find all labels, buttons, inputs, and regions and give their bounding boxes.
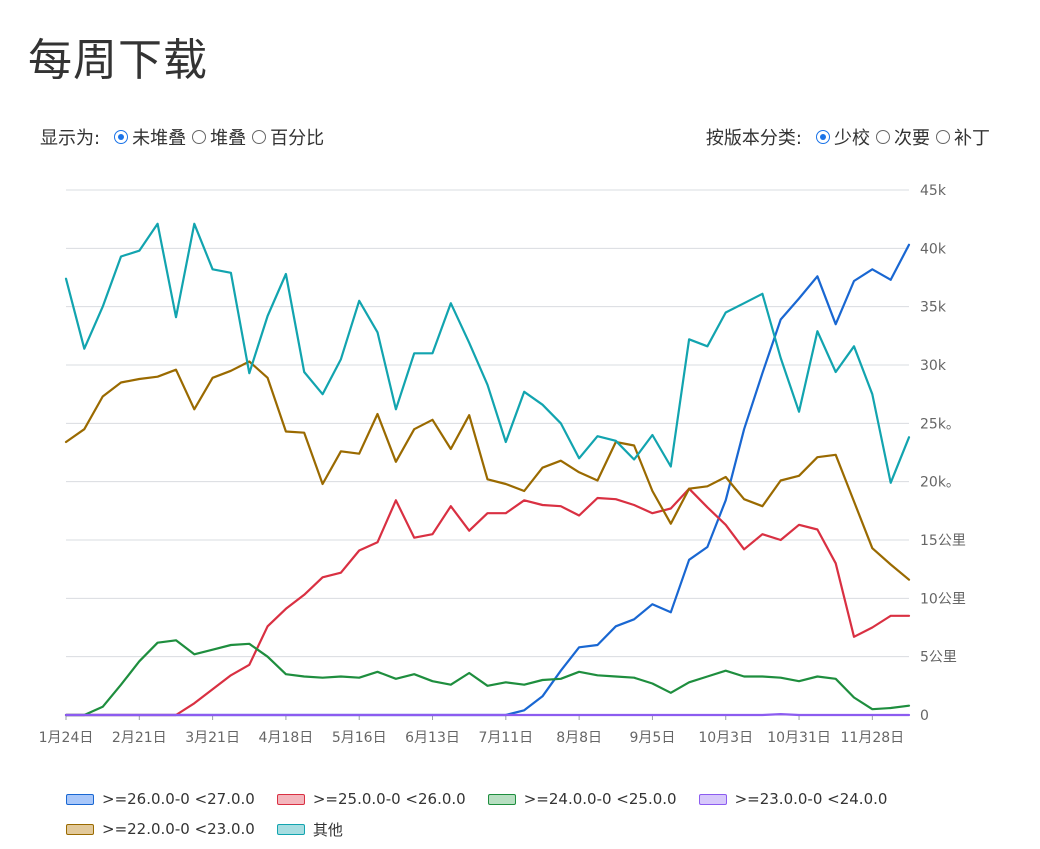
y-tick-label: 30k	[920, 358, 947, 374]
radio-stacked[interactable]: 堆叠	[192, 124, 246, 150]
legend-label-v23[interactable]: >=23.0.0-0 <24.0.0	[734, 790, 888, 808]
radio-stacked-label[interactable]: 堆叠	[210, 128, 247, 149]
legend-item-v26[interactable]: >=26.0.0-0 <27.0.0	[66, 790, 255, 808]
legend-item-v23[interactable]: >=23.0.0-0 <24.0.0	[698, 790, 888, 808]
radio-percent-icon[interactable]	[252, 130, 267, 144]
radio-percent-label[interactable]: 百分比	[270, 128, 325, 149]
weekly-downloads-chart: 0 5公里 10公里 15公里 20k。 25k。 30k 35k 40k 45k 1月24日 2月2…	[39, 183, 966, 746]
radio-minor-icon[interactable]	[876, 130, 890, 144]
y-tick-label: 45k	[920, 183, 947, 199]
legend-label-v24[interactable]: >=24.0.0-0 <25.0.0	[523, 790, 677, 808]
y-tick-label: 15公里	[920, 533, 966, 549]
y-tick-label: 5公里	[920, 650, 957, 666]
legend-swatch-v24	[487, 793, 516, 805]
x-tick-label: 4月18日	[259, 730, 314, 746]
x-tick-label: 7月11日	[478, 730, 533, 746]
display-mode-label: 显示为:	[40, 128, 101, 149]
radio-patch-icon[interactable]	[936, 130, 950, 144]
x-tick-label: 8月8日	[556, 730, 602, 746]
series-line-4	[64, 360, 911, 581]
series-line-5	[64, 222, 911, 484]
y-tick-label: 20k。	[920, 475, 960, 491]
legend-label-v22[interactable]: >=22.0.0-0 <23.0.0	[102, 820, 255, 838]
legend-swatch-v23	[698, 793, 727, 805]
legend-item-v24[interactable]: >=24.0.0-0 <25.0.0	[487, 790, 677, 808]
legend-row-1: >=26.0.0-0 <27.0.0 >=25.0.0-0 <26.0.0 >=…	[66, 784, 966, 814]
page-title: 每周下载	[28, 35, 208, 86]
x-tick-label: 2月21日	[112, 730, 167, 746]
series-line-2	[64, 639, 911, 717]
y-tick-label: 25k。	[920, 416, 960, 432]
legend-row-2: >=22.0.0-0 <23.0.0 其他	[66, 814, 966, 844]
series-line-1	[64, 487, 911, 717]
x-tick-label: 10月3日	[698, 730, 753, 746]
radio-unstacked-label[interactable]: 未堆叠	[132, 128, 187, 149]
classify-controls: 按版本分类: 少校 次要 补丁	[706, 124, 996, 150]
radio-unstacked[interactable]: 未堆叠	[114, 124, 186, 150]
legend-label-v26[interactable]: >=26.0.0-0 <27.0.0	[102, 790, 255, 808]
radio-patch-label[interactable]: 补丁	[954, 128, 990, 149]
chart-legend: >=26.0.0-0 <27.0.0 >=25.0.0-0 <26.0.0 >=…	[66, 784, 966, 844]
x-tick-label: 5月16日	[332, 730, 387, 746]
legend-swatch-v22	[66, 823, 94, 835]
x-tick-label: 10月31日	[767, 730, 831, 746]
radio-unstacked-icon[interactable]	[114, 130, 129, 144]
legend-swatch-other	[276, 823, 305, 835]
y-tick-label: 35k	[920, 300, 947, 316]
x-tick-label: 9月5日	[630, 730, 676, 746]
radio-minor[interactable]: 次要	[876, 124, 930, 150]
legend-swatch-v25	[276, 793, 305, 805]
radio-stacked-icon[interactable]	[192, 130, 207, 144]
radio-patch[interactable]: 补丁	[936, 124, 990, 150]
classify-label: 按版本分类:	[705, 128, 802, 149]
legend-label-v25[interactable]: >=25.0.0-0 <26.0.0	[312, 790, 466, 808]
x-tick-label: 11月28日	[841, 730, 905, 746]
legend-swatch-v26	[66, 793, 94, 805]
radio-percent[interactable]: 百分比	[252, 124, 324, 150]
legend-item-other[interactable]: 其他	[276, 819, 343, 840]
radio-major[interactable]: 少校	[816, 124, 870, 150]
display-mode-controls: 显示为: 未堆叠 堆叠 百分比	[40, 124, 330, 150]
radio-major-label[interactable]: 少校	[834, 128, 870, 149]
radio-major-icon[interactable]	[816, 130, 830, 144]
y-tick-label: 0	[920, 708, 929, 724]
radio-minor-label[interactable]: 次要	[894, 128, 930, 149]
x-tick-label: 1月24日	[39, 730, 94, 746]
y-tick-label: 40k	[920, 241, 947, 257]
x-tick-label: 3月21日	[185, 730, 240, 746]
y-tick-label: 10公里	[920, 591, 966, 607]
x-tick-label: 6月13日	[405, 730, 460, 746]
series-line-3	[64, 712, 911, 717]
legend-item-v25[interactable]: >=25.0.0-0 <26.0.0	[276, 790, 466, 808]
legend-label-other[interactable]: 其他	[312, 820, 343, 839]
legend-item-v22[interactable]: >=22.0.0-0 <23.0.0	[66, 820, 255, 838]
